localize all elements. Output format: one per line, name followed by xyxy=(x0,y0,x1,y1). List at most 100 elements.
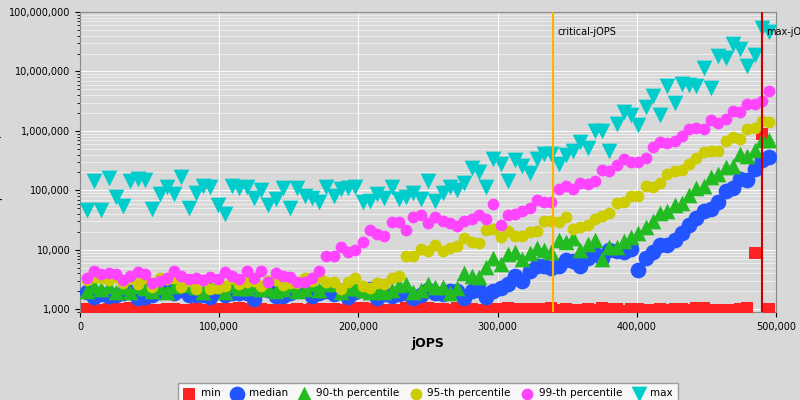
90-th percentile xyxy=(726,163,739,170)
max xyxy=(313,198,326,205)
min xyxy=(582,306,594,312)
max xyxy=(538,150,550,157)
95-th percentile xyxy=(538,218,550,224)
max xyxy=(182,205,195,211)
99-th percentile xyxy=(81,275,94,281)
max xyxy=(646,93,659,100)
95-th percentile xyxy=(146,284,158,290)
90-th percentile xyxy=(313,287,326,294)
min xyxy=(124,305,137,311)
median xyxy=(153,289,166,295)
max xyxy=(502,178,514,184)
90-th percentile xyxy=(741,153,754,159)
median xyxy=(313,290,326,296)
99-th percentile xyxy=(639,155,652,162)
99-th percentile xyxy=(277,273,290,279)
90-th percentile xyxy=(443,290,456,296)
95-th percentile xyxy=(755,118,768,124)
95-th percentile xyxy=(298,274,311,281)
95-th percentile xyxy=(102,277,115,283)
95-th percentile xyxy=(168,275,181,282)
90-th percentile xyxy=(175,280,188,287)
99-th percentile xyxy=(472,212,485,218)
median xyxy=(254,286,267,292)
min xyxy=(654,306,666,312)
99-th percentile xyxy=(646,144,659,150)
min xyxy=(668,306,681,312)
90-th percentile xyxy=(204,283,217,289)
median xyxy=(465,288,478,295)
min xyxy=(589,307,602,314)
min xyxy=(675,306,688,312)
median xyxy=(327,291,340,298)
median xyxy=(240,290,253,296)
median xyxy=(719,188,732,194)
max xyxy=(378,194,391,201)
90-th percentile xyxy=(668,202,681,208)
median xyxy=(81,288,94,295)
median xyxy=(349,289,362,296)
90-th percentile xyxy=(661,208,674,214)
95-th percentile xyxy=(204,286,217,292)
max xyxy=(247,195,260,202)
99-th percentile xyxy=(523,205,536,211)
median xyxy=(146,292,158,298)
99-th percentile xyxy=(400,227,413,233)
median xyxy=(516,278,529,284)
95-th percentile xyxy=(675,167,688,173)
95-th percentile xyxy=(233,281,246,287)
median xyxy=(160,287,173,294)
min xyxy=(610,306,623,312)
99-th percentile xyxy=(458,217,470,224)
median xyxy=(646,249,659,255)
median xyxy=(131,294,144,301)
95-th percentile xyxy=(545,218,558,224)
90-th percentile xyxy=(363,289,376,295)
min xyxy=(726,306,739,313)
99-th percentile xyxy=(465,216,478,222)
max xyxy=(516,163,529,169)
min xyxy=(596,305,609,312)
95-th percentile xyxy=(124,275,137,281)
min xyxy=(734,306,746,312)
90-th percentile xyxy=(327,281,340,288)
min xyxy=(226,306,238,312)
min xyxy=(247,306,260,312)
max xyxy=(762,28,775,35)
min xyxy=(741,305,754,311)
max xyxy=(254,187,267,194)
99-th percentile xyxy=(218,269,231,275)
max xyxy=(748,52,761,58)
90-th percentile xyxy=(146,288,158,295)
min xyxy=(306,306,318,313)
min xyxy=(378,307,391,314)
max xyxy=(363,198,376,204)
median xyxy=(436,291,449,297)
99-th percentile xyxy=(160,274,173,281)
median xyxy=(363,286,376,292)
Text: critical-jOPS: critical-jOPS xyxy=(558,28,616,38)
95-th percentile xyxy=(552,219,565,225)
max xyxy=(306,195,318,201)
min xyxy=(618,307,630,314)
max xyxy=(226,183,238,189)
95-th percentile xyxy=(559,214,572,221)
99-th percentile xyxy=(334,244,347,250)
99-th percentile xyxy=(443,220,456,226)
90-th percentile xyxy=(458,269,470,276)
99-th percentile xyxy=(690,124,703,131)
90-th percentile xyxy=(277,286,290,293)
95-th percentile xyxy=(487,226,500,232)
95-th percentile xyxy=(240,278,253,285)
min xyxy=(487,306,500,313)
99-th percentile xyxy=(668,138,681,144)
90-th percentile xyxy=(110,289,122,296)
max xyxy=(523,170,536,176)
max xyxy=(102,175,115,181)
95-th percentile xyxy=(661,170,674,177)
95-th percentile xyxy=(81,277,94,283)
90-th percentile xyxy=(211,283,224,290)
99-th percentile xyxy=(552,186,565,192)
99-th percentile xyxy=(422,220,434,227)
max xyxy=(400,194,413,200)
